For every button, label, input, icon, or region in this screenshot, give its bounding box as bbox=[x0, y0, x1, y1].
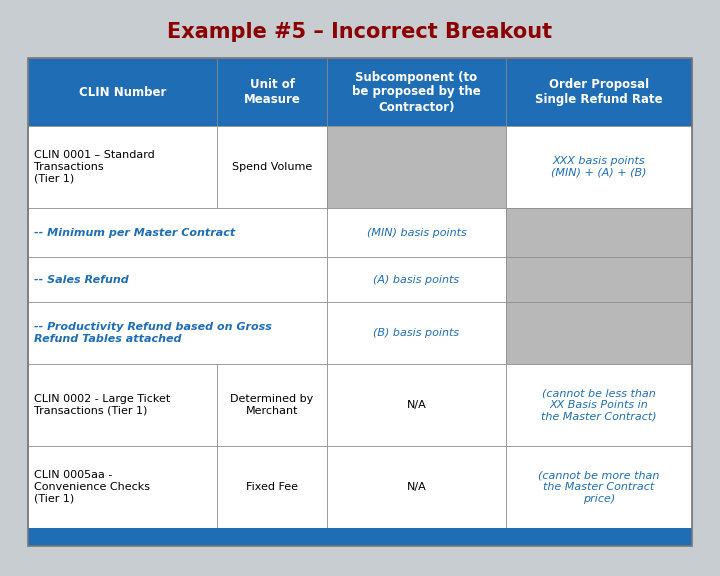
Text: (MIN) basis points: (MIN) basis points bbox=[366, 228, 467, 238]
Text: CLIN 0005aa -
Convenience Checks
(Tier 1): CLIN 0005aa - Convenience Checks (Tier 1… bbox=[34, 471, 150, 503]
Bar bbox=[506, 257, 692, 302]
Text: Fixed Fee: Fixed Fee bbox=[246, 482, 298, 492]
Bar bbox=[28, 58, 692, 546]
Bar bbox=[327, 58, 506, 126]
Bar bbox=[506, 446, 692, 528]
Bar bbox=[28, 126, 217, 208]
Text: N/A: N/A bbox=[407, 482, 426, 492]
Bar bbox=[506, 364, 692, 446]
Bar bbox=[506, 58, 692, 126]
Bar bbox=[506, 302, 692, 364]
Bar bbox=[217, 126, 327, 208]
Text: Subcomponent (to
be proposed by the
Contractor): Subcomponent (to be proposed by the Cont… bbox=[352, 70, 481, 113]
Bar bbox=[327, 364, 506, 446]
Bar bbox=[28, 528, 692, 546]
Text: CLIN 0002 - Large Ticket
Transactions (Tier 1): CLIN 0002 - Large Ticket Transactions (T… bbox=[34, 394, 170, 416]
Bar bbox=[327, 302, 506, 364]
Text: CLIN Number: CLIN Number bbox=[79, 85, 166, 98]
Bar bbox=[28, 302, 327, 364]
Text: -- Sales Refund: -- Sales Refund bbox=[34, 275, 129, 285]
Text: (cannot be more than
the Master Contract
price): (cannot be more than the Master Contract… bbox=[539, 471, 660, 503]
Bar bbox=[327, 257, 506, 302]
Bar bbox=[28, 208, 327, 257]
Bar bbox=[217, 58, 327, 126]
Text: Order Proposal
Single Refund Rate: Order Proposal Single Refund Rate bbox=[535, 78, 663, 106]
Text: -- Productivity Refund based on Gross
Refund Tables attached: -- Productivity Refund based on Gross Re… bbox=[34, 323, 272, 344]
Bar bbox=[327, 208, 506, 257]
Text: CLIN 0001 – Standard
Transactions
(Tier 1): CLIN 0001 – Standard Transactions (Tier … bbox=[34, 150, 155, 184]
Text: (cannot be less than
XX Basis Points in
the Master Contract): (cannot be less than XX Basis Points in … bbox=[541, 388, 657, 422]
Text: Spend Volume: Spend Volume bbox=[232, 162, 312, 172]
Text: XXX basis points
(MIN) + (A) + (B): XXX basis points (MIN) + (A) + (B) bbox=[552, 156, 647, 178]
Bar bbox=[28, 58, 217, 126]
Bar bbox=[327, 126, 506, 208]
Bar bbox=[28, 364, 217, 446]
Bar bbox=[327, 446, 506, 528]
Text: Example #5 – Incorrect Breakout: Example #5 – Incorrect Breakout bbox=[168, 22, 552, 42]
Text: Determined by
Merchant: Determined by Merchant bbox=[230, 394, 314, 416]
Bar bbox=[506, 208, 692, 257]
Bar bbox=[28, 446, 217, 528]
Text: (B) basis points: (B) basis points bbox=[374, 328, 459, 338]
Text: -- Minimum per Master Contract: -- Minimum per Master Contract bbox=[34, 228, 235, 238]
Text: N/A: N/A bbox=[407, 400, 426, 410]
Bar bbox=[217, 364, 327, 446]
Text: (A) basis points: (A) basis points bbox=[374, 275, 459, 285]
Text: Unit of
Measure: Unit of Measure bbox=[243, 78, 300, 106]
Bar bbox=[217, 446, 327, 528]
Bar bbox=[28, 257, 327, 302]
Bar bbox=[506, 126, 692, 208]
